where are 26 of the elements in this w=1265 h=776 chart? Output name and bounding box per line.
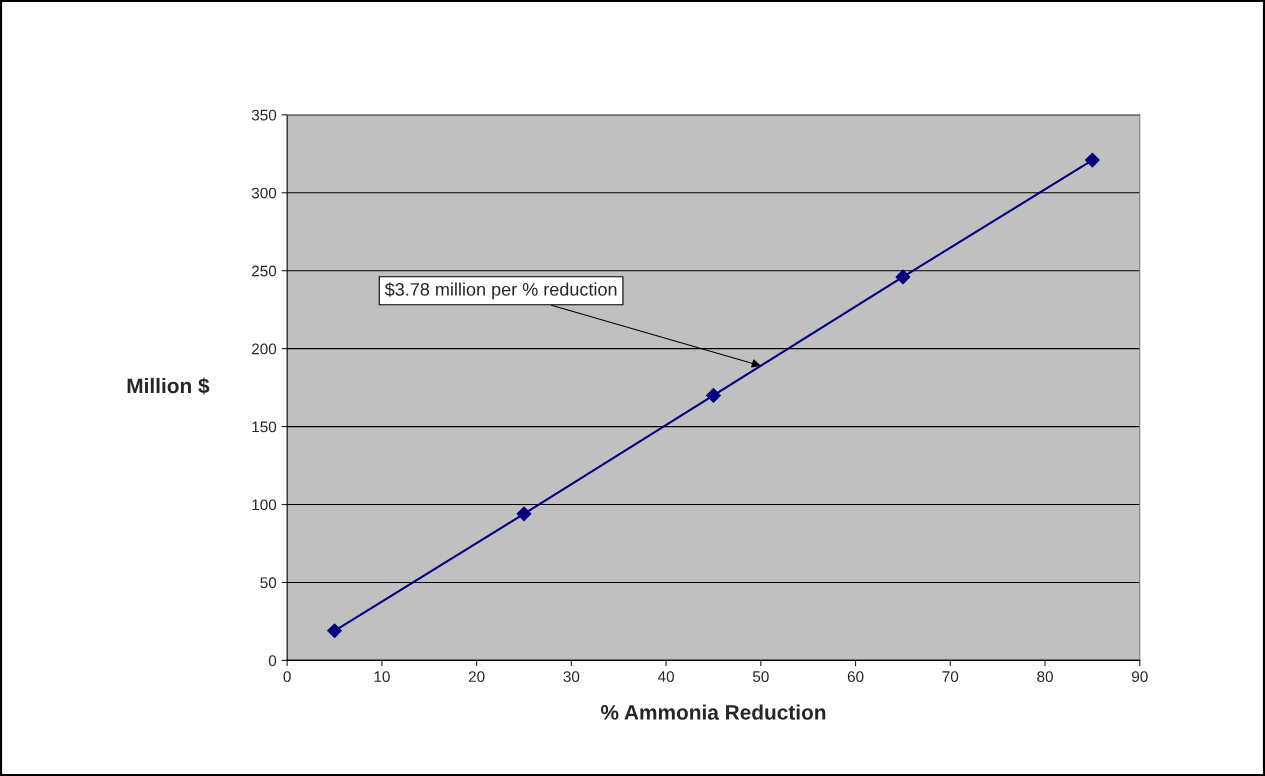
point <box>327 623 342 639</box>
y-tick-label: 200 <box>252 343 277 355</box>
y-tick-label: 100 <box>252 499 277 511</box>
y-tick-label: 300 <box>251 187 277 199</box>
x-tick-label: 40 <box>657 671 674 683</box>
x-tick-label: 10 <box>374 671 390 683</box>
y-tick-label: 350 <box>251 109 277 121</box>
point <box>1085 152 1100 168</box>
x-axis-title: % Ammonia Reduction <box>600 704 826 720</box>
point <box>516 506 532 522</box>
x-tick-label: 0 <box>283 671 291 683</box>
x-tick-label: 60 <box>847 671 864 683</box>
x-tick-label: 50 <box>752 671 769 683</box>
x-tick-label: 90 <box>1131 671 1148 683</box>
annotation: $3.78 million per % reduction <box>384 282 617 300</box>
y-tick-label: 0 <box>268 655 277 667</box>
x-tick-label: 80 <box>1037 671 1053 683</box>
y-tick-label: 150 <box>252 421 277 433</box>
y-tick-label: 50 <box>260 577 277 589</box>
x-tick-label: 20 <box>468 671 485 683</box>
y-tick-label: 250 <box>252 265 277 277</box>
x-tick-label: 30 <box>563 671 580 683</box>
y-axis-title: Million $ <box>127 377 210 395</box>
point <box>895 269 911 285</box>
point <box>706 388 721 403</box>
x-tick-label: 70 <box>942 671 959 683</box>
